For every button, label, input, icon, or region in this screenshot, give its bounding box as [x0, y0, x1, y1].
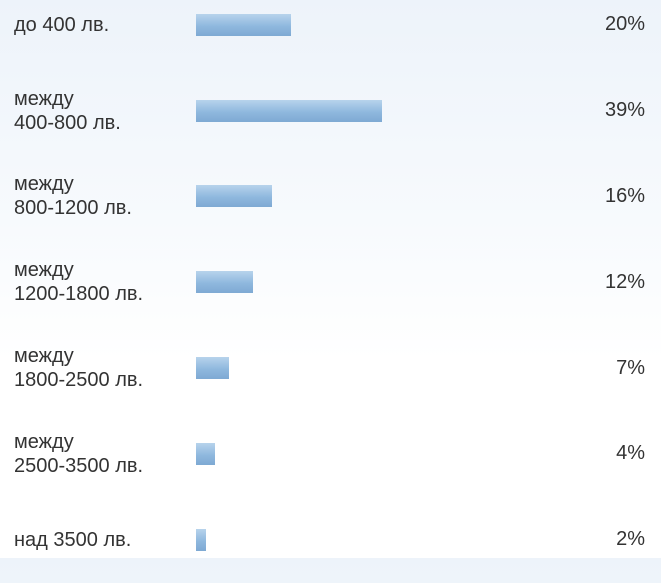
poll-results: до 400 лв. 20% между 400-800 лв. 39% между 8… — [0, 0, 661, 558]
bar — [196, 528, 206, 551]
option-label: между 400-800 лв. — [14, 87, 121, 134]
result-row: между 1800-2500 лв. 7% — [0, 325, 661, 411]
option-label: между 2500-3500 лв. — [14, 430, 144, 477]
percent-label: 39% — [604, 99, 645, 122]
bar — [196, 99, 383, 122]
result-row: между 800-1200 лв. 16% — [0, 154, 661, 240]
result-row: между 2500-3500 лв. 4% — [0, 411, 661, 497]
result-row: между 400-800 лв. 39% — [0, 68, 661, 154]
percent-label: 20% — [604, 13, 645, 36]
option-label: между 1200-1800 лв. — [14, 259, 144, 306]
percent-label: 4% — [616, 442, 645, 465]
result-row: между 1200-1800 лв. 12% — [0, 239, 661, 325]
result-row: над 3500 лв. 2% — [0, 497, 661, 583]
bar — [196, 13, 292, 36]
option-label: до 400 лв. — [14, 13, 110, 36]
percent-label: 7% — [616, 356, 645, 379]
bar — [196, 442, 216, 465]
bar — [196, 271, 254, 294]
bar — [196, 185, 273, 208]
percent-label: 2% — [616, 528, 645, 551]
result-row: до 400 лв. 20% — [0, 0, 661, 68]
option-label: между 800-1200 лв. — [14, 173, 132, 220]
option-label: над 3500 лв. — [14, 528, 132, 551]
percent-label: 12% — [604, 270, 645, 293]
option-label: между 1800-2500 лв. — [14, 345, 144, 392]
bar — [196, 357, 230, 380]
percent-label: 16% — [604, 184, 645, 207]
